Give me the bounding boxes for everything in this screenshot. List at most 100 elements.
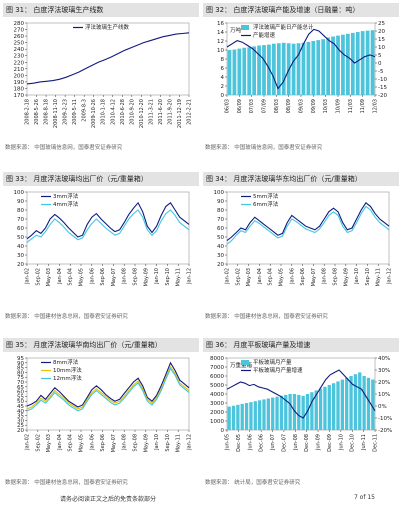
y-tick-label: 2000: [210, 410, 224, 416]
y-tick-label: 200: [14, 73, 25, 79]
x-tick-label: Dec-05: [236, 434, 242, 452]
x-tick-label: Jan-12: [187, 434, 193, 451]
y-tick-label: 40: [17, 409, 24, 415]
source-note: 数据来源： 中国建材信息总网，国泰君安证券研究: [5, 480, 128, 486]
y-tick-label: 0: [221, 428, 225, 434]
y-tick-label: 80: [217, 208, 224, 214]
x-tick-label: Dec-06: [259, 434, 265, 452]
x-tick-label: Dec-11: [373, 434, 379, 452]
legend-swatch: [241, 25, 249, 30]
disclaimer-text: 请务必阅读正文之后的免责条款部分: [60, 496, 157, 503]
bar: [262, 45, 266, 95]
x-tick-label: Sep-04: [68, 268, 74, 286]
y-tick-label: 260: [14, 34, 25, 40]
x-tick-label: Sep-10: [165, 434, 171, 452]
x-tick-label: 07/09: [262, 99, 268, 113]
bar: [371, 379, 375, 430]
y-tick-label: 190: [14, 80, 25, 86]
bar: [284, 394, 288, 430]
y-tick-label: 60: [217, 226, 224, 232]
x-tick-label: 11/03: [348, 99, 354, 113]
y-tick-label: 90: [217, 199, 224, 205]
plot-frame: [26, 357, 190, 431]
y-tick-label: 4: [221, 75, 225, 81]
source-note: 数据来源： 中国玻璃信息网，国泰君安证券研究: [205, 145, 323, 151]
y-tick-label: 8000: [210, 356, 224, 362]
chart-svg: 20 30 40 50 60 70 80 90 100 Jan-02 Sep-02 May-03 Jan…: [214, 190, 393, 286]
y-tick-label: 240: [14, 47, 25, 53]
series-line: [226, 201, 390, 242]
x-tick-label: Jun-09: [316, 434, 322, 451]
bar: [306, 41, 311, 95]
bar: [349, 376, 353, 430]
legend-label: 4mm浮法: [53, 200, 79, 208]
y-tick-label: 12: [217, 39, 224, 45]
x-tick-label: Jan-06: [89, 434, 95, 451]
y-tick-label: 250: [14, 41, 25, 47]
x-tick-label: May-09: [343, 268, 349, 286]
y2-tick-label: 5: [378, 53, 382, 59]
x-tick-label: May-03: [246, 268, 252, 286]
x-tick-label: 06/09: [237, 99, 243, 113]
bar: [227, 406, 231, 430]
plot-frame: [26, 22, 190, 96]
legend-label: 产能增速: [253, 31, 276, 39]
source-note: 数据来源： 中国建材信息总网，国泰君安证券研究: [205, 314, 328, 320]
y-tick-label: 25: [17, 423, 24, 429]
x-tick-label: Jan-06: [289, 268, 295, 285]
x-tick-label: Jan-02: [25, 268, 31, 285]
bar: [242, 47, 247, 95]
y-axis-label: 万吨: [230, 26, 242, 34]
y-tick-label: 220: [14, 60, 25, 66]
chart-panel-2: 图 32： 白度浮法玻璃产能及增速（日融量：吨） 0 2 4 6 8 10 12 14 16 万吨 -…: [203, 3, 399, 151]
y-tick-label: 70: [17, 380, 24, 386]
x-tick-label: 2010-9-20: [129, 99, 135, 125]
y2-tick-label: 20: [378, 29, 385, 35]
y-tick-label: 280: [14, 21, 25, 27]
legend-label: 浮法玻璃生产线数: [85, 23, 130, 31]
x-tick-label: 09/03: [299, 99, 305, 113]
bar: [331, 383, 336, 430]
figure-caption: 图 36： 月度平板玻璃产量及增速: [203, 338, 399, 352]
x-tick-label: May-09: [143, 434, 149, 452]
bar: [316, 40, 321, 95]
y-tick-label: 90: [17, 199, 24, 205]
y-tick-label: 75: [17, 375, 24, 381]
legend-label: 10mm浮法: [53, 366, 82, 374]
x-tick-label: Sep-10: [165, 268, 171, 286]
chart-panel-1: 图 31： 白度浮法玻璃生产线数 170 180 190 200 210 220 230 240…: [3, 3, 199, 151]
bar: [231, 405, 236, 430]
x-tick-label: Dec-09: [327, 434, 333, 452]
x-tick-label: Jan-04: [257, 268, 263, 285]
bar: [232, 49, 237, 95]
legend-label: 平板玻璃月产量: [253, 358, 292, 366]
series-line: [26, 209, 190, 243]
chart-panel-6: 图 36： 月度平板玻璃产量及增速 0 1000 2000 3000 4000 5000 60…: [203, 338, 399, 486]
x-tick-label: 08/03: [274, 99, 280, 113]
y-tick-label: 0: [221, 93, 225, 99]
x-tick-label: May-05: [279, 268, 285, 286]
x-tick-label: Sep-02: [235, 268, 241, 286]
y-tick-label: 35: [17, 414, 24, 420]
legend-label: 平板玻璃月产量增速: [253, 366, 303, 374]
x-tick-label: Sep-02: [35, 434, 41, 452]
bar: [297, 394, 301, 430]
bar: [331, 36, 335, 95]
x-tick-label: Sep-08: [133, 434, 139, 452]
x-tick-label: 2008-8-18: [44, 99, 50, 125]
bar: [336, 35, 340, 95]
bar: [366, 377, 371, 430]
y-tick-label: 20: [17, 262, 24, 268]
bar: [336, 381, 340, 430]
series-line: [26, 367, 190, 412]
x-tick-label: May-07: [311, 268, 317, 286]
x-tick-label: 2009-10-26: [91, 99, 97, 128]
x-tick-label: Dec-08: [304, 434, 310, 452]
bar: [350, 32, 355, 95]
x-tick-label: Sep-06: [300, 268, 306, 286]
x-tick-label: May-11: [176, 434, 182, 452]
x-tick-label: Sep-08: [133, 268, 139, 286]
x-tick-label: Jun-08: [293, 434, 299, 451]
y-tick-label: 95: [17, 356, 24, 362]
